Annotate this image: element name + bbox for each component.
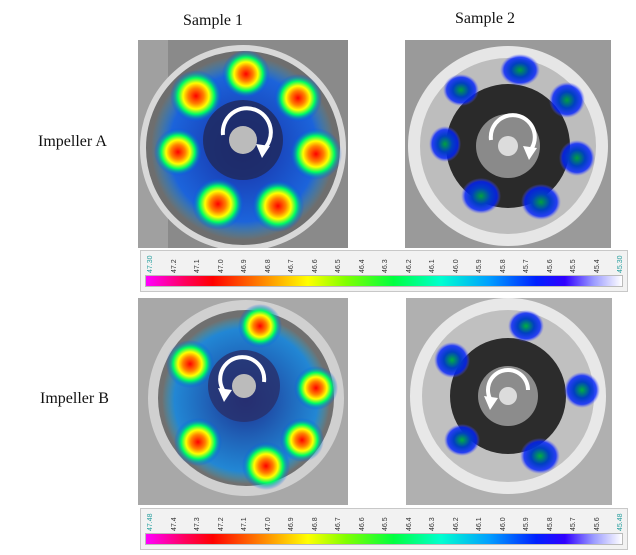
column-header-sample-2: Sample 2 bbox=[455, 10, 515, 27]
color-bar-1 bbox=[145, 275, 623, 287]
scale-1-tick: 45.7 bbox=[523, 259, 530, 273]
scale-1-tick: 45.8 bbox=[499, 259, 507, 273]
scale-1-tick: 45.9 bbox=[476, 259, 483, 273]
scale-2-tick: 46.3 bbox=[429, 517, 436, 531]
temperature-scale-1: 47.30 47.2 47.1 47.0 46.9 46.8 46.7 46.6 46.5 46.… bbox=[140, 250, 628, 292]
column-header-sample-1: Sample 1 bbox=[183, 12, 243, 29]
scale-2-tick: 45.7 bbox=[570, 517, 577, 531]
scale-2-tick: 47.48 bbox=[147, 513, 154, 531]
row-label-impeller-b: Impeller B bbox=[40, 390, 109, 407]
scale-2-tick: 47.3 bbox=[194, 517, 201, 531]
scale-1-tick: 46.7 bbox=[288, 259, 295, 273]
scale-1-tick: 46.9 bbox=[241, 259, 248, 273]
scale-1-tick: 45.30 bbox=[617, 255, 624, 273]
thermal-image-impeller-b-sample-2 bbox=[406, 298, 612, 505]
scale-2-tick: 47.4 bbox=[170, 517, 178, 531]
scale-1-tick: 45.6 bbox=[546, 259, 554, 273]
scale-1-tick: 47.2 bbox=[170, 259, 178, 273]
scale-2-tick: 46.0 bbox=[499, 517, 507, 531]
scale-2-tick: 45.8 bbox=[546, 517, 554, 531]
scale-1-tick: 46.4 bbox=[358, 259, 366, 273]
scale-2-tick: 46.7 bbox=[335, 517, 342, 531]
scale-1-tick: 46.8 bbox=[264, 259, 272, 273]
scale-1-tick: 46.0 bbox=[452, 259, 460, 273]
scale-1-tick: 45.4 bbox=[593, 259, 601, 273]
scale-1-tick: 46.1 bbox=[429, 259, 436, 273]
scale-2-tick: 46.9 bbox=[288, 517, 295, 531]
scale-1-tick: 47.30 bbox=[147, 255, 154, 273]
thermal-image-impeller-a-sample-2 bbox=[405, 40, 611, 248]
scale-2-tick: 47.1 bbox=[241, 517, 248, 531]
thermal-image-impeller-a-sample-1 bbox=[138, 40, 348, 248]
scale-2-tick: 47.2 bbox=[217, 517, 225, 531]
scale-2-tick: 45.48 bbox=[617, 513, 624, 531]
scale-1-tick: 45.5 bbox=[570, 259, 577, 273]
scale-2-tick: 46.5 bbox=[382, 517, 389, 531]
scale-2-tick: 46.4 bbox=[405, 517, 413, 531]
color-bar-2 bbox=[145, 533, 623, 545]
scale-2-tick: 46.6 bbox=[358, 517, 366, 531]
row-label-impeller-a: Impeller A bbox=[38, 133, 107, 150]
scale-1-tick: 46.2 bbox=[405, 259, 413, 273]
temperature-scale-2: 47.48 47.4 47.3 47.2 47.1 47.0 46.9 46.8 46.7 46.… bbox=[140, 508, 628, 550]
scale-2-tick: 47.0 bbox=[264, 517, 272, 531]
thermal-image-impeller-b-sample-1 bbox=[138, 298, 348, 505]
scale-2-tick: 46.2 bbox=[452, 517, 460, 531]
scale-1-tick: 47.0 bbox=[217, 259, 225, 273]
scale-2-tick: 45.6 bbox=[593, 517, 601, 531]
scale-1-tick: 47.1 bbox=[194, 259, 201, 273]
scale-2-tick: 46.1 bbox=[476, 517, 483, 531]
scale-1-tick: 46.6 bbox=[311, 259, 319, 273]
scale-1-tick: 46.3 bbox=[382, 259, 389, 273]
scale-2-tick: 45.9 bbox=[523, 517, 530, 531]
scale-1-tick: 46.5 bbox=[335, 259, 342, 273]
scale-2-tick: 46.8 bbox=[311, 517, 319, 531]
